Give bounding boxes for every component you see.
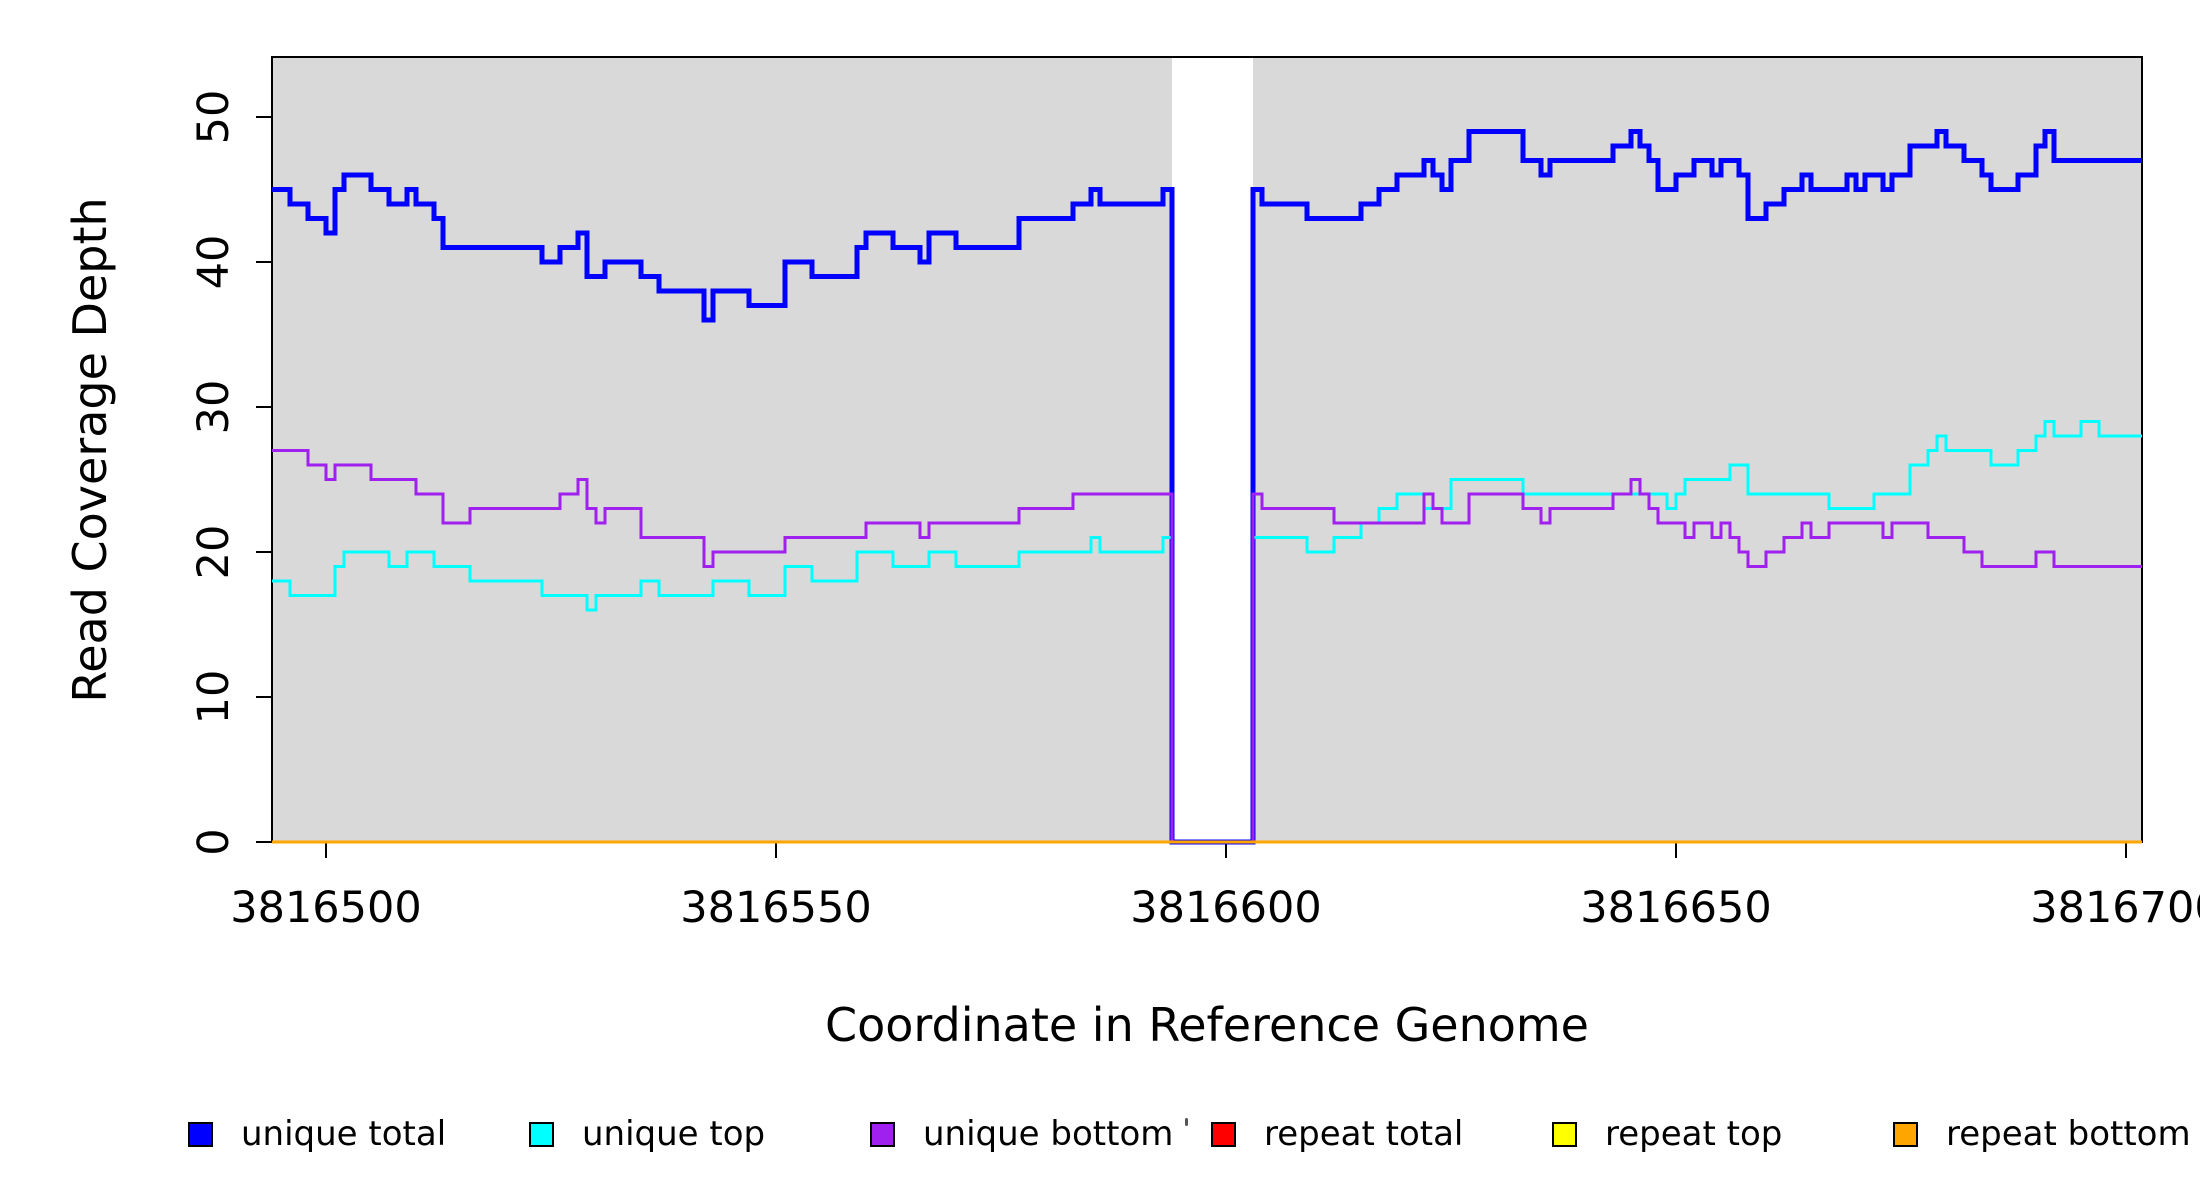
legend-swatch-unique-bottom — [870, 1121, 895, 1147]
legend-label: unique total — [241, 1114, 447, 1154]
x-axis-tick-label: 3816700 — [2030, 883, 2200, 933]
y-axis-tick-label: 10 — [189, 670, 239, 725]
legend-item-unique-top: unique top — [529, 1114, 765, 1154]
x-axis-title: Coordinate in Reference Genome — [825, 998, 1589, 1052]
legend-label: repeat total — [1264, 1114, 1464, 1154]
legend-item-repeat-total: repeat total — [1211, 1114, 1463, 1154]
stray-mark-artifact — [1185, 1118, 1188, 1126]
legend-label: unique top — [582, 1114, 766, 1154]
no-data-gap-band — [1172, 58, 1253, 841]
x-axis-tick-label: 3816650 — [1580, 883, 1772, 933]
series-line-unique-bottom — [272, 449, 2142, 844]
series-line-unique-total — [272, 129, 2142, 845]
x-axis-tick-label: 3816550 — [680, 883, 872, 933]
x-axis-tick-label: 3816600 — [1130, 883, 1322, 933]
y-axis-tick-label: 50 — [189, 90, 239, 145]
legend-item-repeat-top: repeat top — [1552, 1114, 1782, 1154]
y-axis-tick-label: 30 — [189, 380, 239, 435]
legend-item-repeat-bottom: repeat bottom — [1893, 1114, 2191, 1154]
legend-label: unique bottom — [923, 1114, 1174, 1154]
legend-swatch-repeat-bottom — [1893, 1121, 1918, 1147]
legend-label: repeat top — [1605, 1114, 1783, 1154]
legend-swatch-repeat-total — [1211, 1121, 1236, 1147]
legend-label: repeat bottom — [1946, 1114, 2191, 1154]
legend-swatch-unique-total — [188, 1121, 213, 1147]
legend-item-unique-bottom: unique bottom — [870, 1114, 1173, 1154]
legend-swatch-unique-top — [529, 1121, 554, 1147]
legend-swatch-repeat-top — [1552, 1121, 1577, 1147]
x-axis-tick-label: 3816500 — [230, 883, 422, 933]
series-line-unique-top — [272, 420, 2142, 844]
y-axis-tick-label: 40 — [189, 235, 239, 290]
y-axis-tick-label: 20 — [189, 525, 239, 580]
y-axis-tick-label: 0 — [189, 828, 239, 855]
legend-item-unique-total: unique total — [188, 1114, 446, 1154]
